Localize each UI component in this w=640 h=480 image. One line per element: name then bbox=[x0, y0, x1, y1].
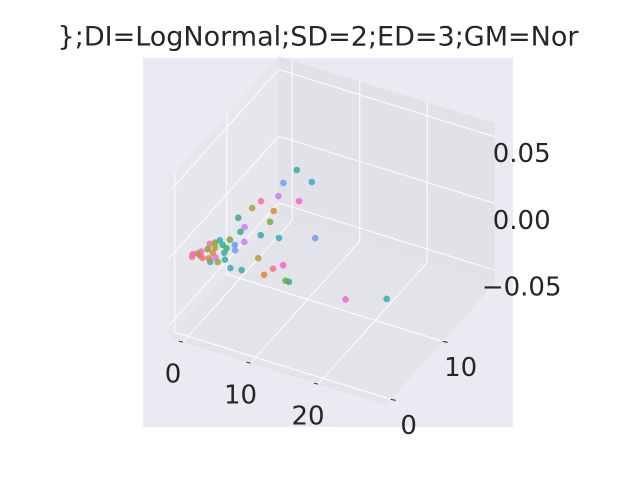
point bbox=[248, 204, 256, 212]
point bbox=[311, 234, 319, 242]
grid-line bbox=[278, 69, 495, 138]
point bbox=[231, 241, 239, 249]
point bbox=[285, 278, 293, 286]
point bbox=[237, 228, 244, 236]
grid-line bbox=[182, 220, 293, 343]
point bbox=[241, 238, 248, 246]
grid-line bbox=[169, 202, 280, 326]
y-tick-label: 0 bbox=[400, 411, 417, 441]
point bbox=[260, 271, 268, 279]
point bbox=[221, 256, 229, 263]
y-tick-label: 10 bbox=[444, 353, 477, 383]
grid-line bbox=[226, 273, 443, 342]
point bbox=[275, 192, 282, 200]
z-tick-label: −0.05 bbox=[482, 273, 562, 303]
point bbox=[238, 266, 245, 274]
grid-line bbox=[278, 202, 495, 271]
x-tick-mark bbox=[313, 382, 319, 385]
point bbox=[204, 245, 211, 253]
point bbox=[241, 223, 248, 231]
point bbox=[266, 218, 274, 226]
point bbox=[206, 240, 214, 248]
x-tick-mark bbox=[246, 361, 251, 364]
point bbox=[269, 265, 277, 272]
point bbox=[235, 214, 242, 222]
point bbox=[205, 255, 213, 262]
grid-line bbox=[174, 331, 391, 400]
y-tick-mark bbox=[390, 398, 396, 401]
point bbox=[383, 295, 390, 303]
x-tick-label: 0 bbox=[165, 360, 182, 390]
point bbox=[226, 236, 234, 244]
x-tick-mark bbox=[178, 340, 184, 343]
point bbox=[211, 239, 219, 246]
plot-area: 0 10 20 0 10 −0.05 0.00 0.05 bbox=[165, 56, 562, 441]
point bbox=[293, 166, 301, 174]
grid-line bbox=[278, 135, 495, 204]
point bbox=[194, 250, 202, 257]
point bbox=[211, 244, 219, 251]
x-tick-label: 20 bbox=[291, 402, 324, 432]
point bbox=[270, 207, 278, 215]
grid-line bbox=[169, 69, 280, 192]
point bbox=[275, 234, 283, 242]
point bbox=[189, 250, 197, 258]
floor-pane bbox=[169, 216, 495, 406]
point bbox=[254, 254, 262, 262]
point bbox=[214, 258, 222, 266]
y-tick-mark bbox=[442, 340, 448, 343]
point bbox=[295, 197, 303, 205]
x-tick-label: 10 bbox=[224, 381, 257, 411]
z-tick-label: 0.05 bbox=[493, 139, 551, 169]
point bbox=[342, 296, 349, 303]
grid-line bbox=[317, 262, 428, 385]
point bbox=[279, 261, 287, 269]
point bbox=[257, 197, 265, 205]
grid-line bbox=[169, 135, 280, 259]
point bbox=[231, 246, 239, 254]
point bbox=[257, 231, 265, 239]
point bbox=[223, 245, 230, 252]
point bbox=[227, 264, 234, 272]
point bbox=[199, 254, 206, 262]
point bbox=[308, 178, 316, 186]
point bbox=[280, 179, 287, 187]
grid-line bbox=[250, 241, 361, 364]
chart-title: };DI=LogNormal;SD=2;ED=3;GM=Nor bbox=[58, 22, 580, 53]
z-tick-label: 0.00 bbox=[493, 206, 551, 236]
